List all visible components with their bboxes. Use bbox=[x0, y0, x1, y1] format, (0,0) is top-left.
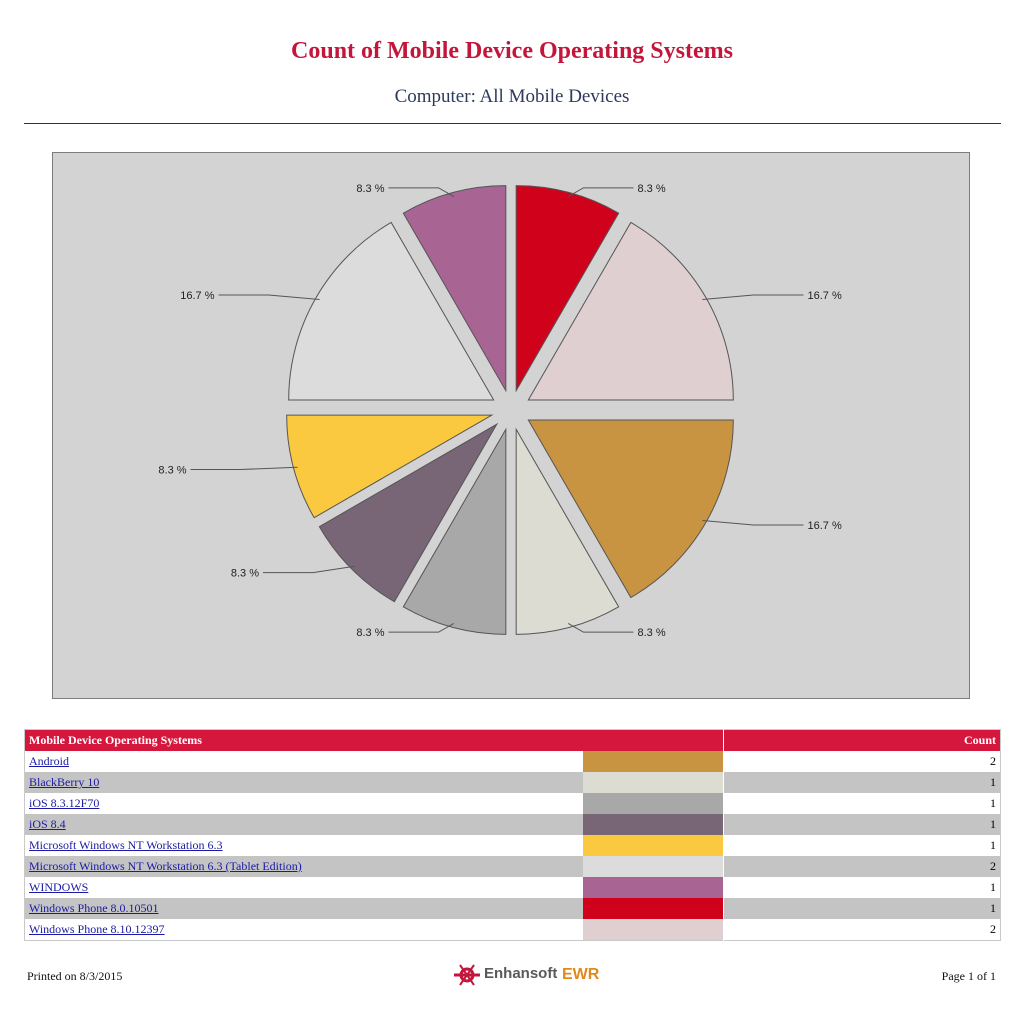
count-cell: 2 bbox=[723, 751, 1001, 772]
os-name-cell: Microsoft Windows NT Workstation 6.3 (Ta… bbox=[24, 856, 583, 877]
slice-percent-label: 8.3 % bbox=[356, 183, 384, 195]
logo-suffix: EWR bbox=[562, 966, 600, 983]
slice-leader-line bbox=[702, 520, 804, 526]
table-row: Windows Phone 8.10.12397 2 bbox=[25, 919, 1001, 941]
color-swatch-cell bbox=[583, 835, 724, 856]
os-name-cell: Windows Phone 8.0.10501 bbox=[24, 898, 583, 919]
color-swatch-cell bbox=[583, 877, 724, 898]
slice-leader-line bbox=[190, 466, 298, 471]
color-swatch-cell bbox=[583, 814, 724, 835]
os-name-link[interactable]: Android bbox=[29, 754, 69, 768]
color-swatch bbox=[583, 856, 723, 877]
pie-slice bbox=[286, 414, 494, 519]
slice-percent-label: 16.7 % bbox=[807, 290, 841, 302]
slice-percent-label: 8.3 % bbox=[158, 465, 186, 477]
pie-slice bbox=[318, 422, 499, 603]
table-header-row: Mobile Device Operating Systems Count bbox=[24, 729, 1001, 751]
report-subtitle: Computer: All Mobile Devices bbox=[394, 86, 630, 107]
slice-percent-label: 8.3 % bbox=[637, 627, 665, 639]
slice-leader-line bbox=[263, 565, 355, 574]
slice-leader-line bbox=[702, 294, 804, 300]
count-cell: 2 bbox=[723, 919, 1001, 941]
pie-slice bbox=[515, 427, 620, 635]
count-cell: 2 bbox=[723, 856, 1001, 877]
os-name-link[interactable]: Windows Phone 8.10.12397 bbox=[29, 922, 165, 936]
pie-chart-panel: 8.3 % 16.7 % 16.7 % 8.3 % 8.3 % 8.3 % 8.3 % 16.… bbox=[52, 152, 970, 699]
count-cell: 1 bbox=[723, 772, 1001, 793]
os-name-link[interactable]: Windows Phone 8.0.10501 bbox=[29, 901, 159, 915]
count-cell: 1 bbox=[723, 793, 1001, 814]
slice-percent-label: 16.7 % bbox=[180, 290, 214, 302]
count-cell: 1 bbox=[723, 898, 1001, 919]
color-swatch bbox=[583, 793, 723, 814]
count-cell: 1 bbox=[723, 835, 1001, 856]
os-name-cell: Microsoft Windows NT Workstation 6.3 bbox=[25, 835, 584, 856]
header-count: Count bbox=[723, 729, 1001, 751]
pie-slice bbox=[527, 419, 734, 599]
os-name-link[interactable]: iOS 8.4 bbox=[29, 817, 66, 831]
os-name-cell: Windows Phone 8.10.12397 bbox=[25, 919, 584, 941]
table-row: WINDOWS 1 bbox=[25, 877, 1001, 898]
table-row: Microsoft Windows NT Workstation 6.3 (Ta… bbox=[24, 856, 1001, 877]
color-swatch bbox=[583, 814, 723, 835]
slice-leader-line bbox=[567, 187, 634, 197]
os-name-cell: iOS 8.4 bbox=[24, 814, 583, 835]
os-name-link[interactable]: BlackBerry 10 bbox=[29, 775, 100, 789]
os-name-link[interactable]: WINDOWS bbox=[29, 880, 89, 894]
color-swatch bbox=[583, 772, 723, 793]
table-row: Android 2 bbox=[25, 751, 1001, 772]
pie-slice bbox=[402, 185, 507, 393]
pie-slice bbox=[515, 185, 620, 393]
printed-date: Printed on 8/3/2015 bbox=[27, 969, 123, 983]
color-swatch-cell bbox=[583, 898, 724, 919]
os-name-link[interactable]: Microsoft Windows NT Workstation 6.3 bbox=[29, 838, 223, 852]
table-row: Windows Phone 8.0.10501 1 bbox=[24, 898, 1001, 919]
pie-slice bbox=[288, 221, 495, 401]
pie-slice bbox=[402, 427, 507, 635]
count-cell: 1 bbox=[723, 814, 1001, 835]
os-count-table: Mobile Device Operating Systems Count An… bbox=[24, 729, 1001, 941]
color-swatch-cell bbox=[583, 856, 724, 877]
pie-slice bbox=[527, 221, 734, 401]
table-row: BlackBerry 10 1 bbox=[24, 772, 1001, 793]
slice-percent-label: 8.3 % bbox=[637, 183, 665, 195]
slice-leader-line bbox=[567, 623, 634, 633]
count-cell: 1 bbox=[723, 877, 1001, 898]
slice-leader-line bbox=[388, 623, 455, 633]
logo-mark-icon bbox=[454, 964, 480, 986]
table-row: iOS 8.3.12F70 1 bbox=[25, 793, 1001, 814]
color-swatch-cell bbox=[583, 793, 724, 814]
color-swatch bbox=[583, 919, 723, 940]
os-name-link[interactable]: Microsoft Windows NT Workstation 6.3 (Ta… bbox=[29, 859, 302, 873]
enhansoft-logo: Enhansoft EWR bbox=[452, 960, 612, 990]
pie-chart: 8.3 % 16.7 % 16.7 % 8.3 % 8.3 % 8.3 % 8.3 % 16.… bbox=[158, 183, 842, 639]
table-row: iOS 8.4 1 bbox=[24, 814, 1001, 835]
color-swatch bbox=[583, 835, 723, 856]
slice-percent-label: 8.3 % bbox=[231, 568, 259, 580]
color-swatch-cell bbox=[583, 772, 724, 793]
header-divider bbox=[24, 123, 1001, 124]
report-title: Count of Mobile Device Operating Systems bbox=[291, 38, 733, 64]
os-name-cell: BlackBerry 10 bbox=[24, 772, 583, 793]
color-swatch-cell bbox=[583, 751, 724, 772]
os-name-cell: WINDOWS bbox=[25, 877, 584, 898]
os-name-link[interactable]: iOS 8.3.12F70 bbox=[29, 796, 100, 810]
slice-leader-line bbox=[388, 187, 455, 197]
os-name-cell: Android bbox=[25, 751, 584, 772]
logo-text: Enhansoft bbox=[484, 965, 558, 982]
color-swatch-cell bbox=[583, 919, 724, 941]
slice-percent-label: 16.7 % bbox=[807, 520, 841, 532]
color-swatch bbox=[583, 898, 723, 919]
header-os-name: Mobile Device Operating Systems bbox=[24, 729, 724, 751]
color-swatch bbox=[583, 877, 723, 898]
table-row: Microsoft Windows NT Workstation 6.3 1 bbox=[25, 835, 1001, 856]
slice-leader-line bbox=[218, 294, 320, 300]
color-swatch bbox=[583, 751, 723, 772]
os-name-cell: iOS 8.3.12F70 bbox=[25, 793, 584, 814]
slice-percent-label: 8.3 % bbox=[356, 627, 384, 639]
page-number: Page 1 of 1 bbox=[941, 969, 996, 983]
